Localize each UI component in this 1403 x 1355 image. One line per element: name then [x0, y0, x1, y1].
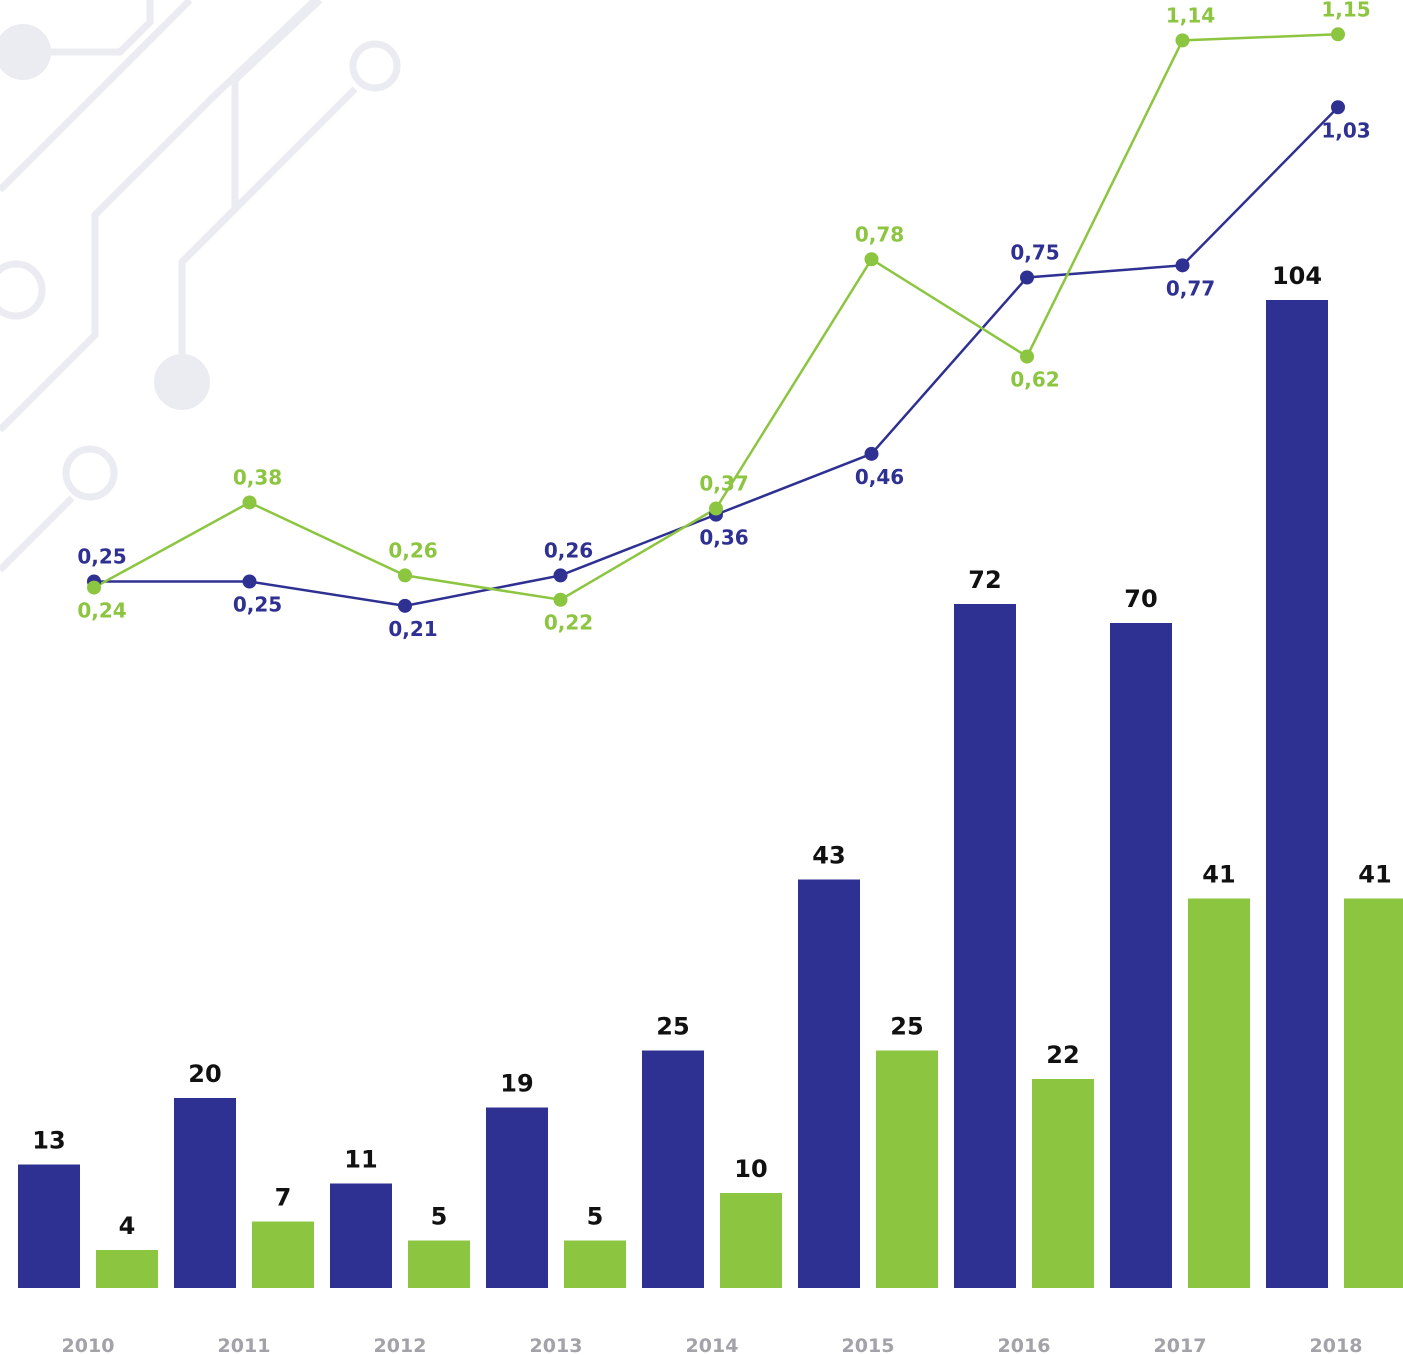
x-axis-tick-label: 2017 [1154, 1335, 1207, 1355]
bar-value-label: 41 [1202, 861, 1235, 889]
point-green-2010 [87, 580, 101, 595]
point-value-label: 1,15 [1321, 0, 1370, 21]
bar-green-2010 [96, 1250, 158, 1288]
bar-value-label: 25 [890, 1013, 923, 1041]
bar-blue-2015 [798, 879, 860, 1288]
x-axis-labels: 2010 2011 2012 2013 2014 2015 2016 2017 2018 [62, 1335, 1363, 1355]
bar-value-label: 70 [1124, 585, 1157, 613]
circuit-node [154, 354, 210, 410]
bar-green-2017 [1188, 898, 1250, 1288]
x-axis-tick-label: 2018 [1310, 1335, 1363, 1355]
point-green-2015 [864, 252, 879, 267]
bar-value-label: 5 [431, 1203, 448, 1231]
point-blue-2016 [1020, 270, 1034, 285]
circuit-ring [62, 445, 118, 501]
point-green-2014 [709, 501, 723, 516]
point-value-label: 0,46 [855, 465, 904, 489]
bar-value-label: 13 [32, 1127, 65, 1155]
point-blue-2015 [864, 446, 879, 461]
bar-blue-2010 [18, 1164, 80, 1288]
point-value-label: 0,75 [1010, 241, 1059, 265]
point-blue-2017 [1175, 258, 1190, 273]
point-value-label: 0,25 [77, 545, 126, 569]
x-axis-tick-label: 2014 [686, 1335, 739, 1355]
bar-value-label: 4 [119, 1212, 136, 1240]
x-axis-tick-label: 2011 [218, 1335, 271, 1355]
bar-value-label: 5 [587, 1203, 604, 1231]
bar-value-label: 19 [500, 1070, 533, 1098]
point-value-label: 0,26 [544, 538, 593, 562]
point-labels-layer: 0,25 0,25 0,21 0,26 0,36 0,46 0,75 0,77 1,03 0,24… [77, 0, 1370, 641]
bar-value-label: 7 [275, 1184, 292, 1212]
bar-value-label: 20 [188, 1060, 221, 1088]
bar-value-label: 10 [734, 1155, 767, 1183]
bar-value-label: 43 [812, 842, 845, 870]
bar-blue-2011 [174, 1098, 236, 1288]
x-axis-tick-label: 2010 [62, 1335, 115, 1355]
point-value-label: 0,62 [1010, 368, 1059, 392]
circuit-trace [0, 495, 75, 573]
bar-blue-2014 [642, 1050, 704, 1288]
point-green-2018 [1331, 27, 1345, 42]
point-green-2013 [553, 592, 568, 607]
bar-blue-2012 [330, 1183, 392, 1288]
point-green-2016 [1020, 349, 1034, 364]
point-value-label: 0,21 [388, 617, 437, 641]
circuit-decoration [0, 0, 401, 573]
point-blue-2013 [553, 568, 568, 583]
bar-value-label: 104 [1272, 262, 1322, 290]
point-value-label: 0,26 [388, 538, 437, 562]
point-value-label: 0,38 [233, 465, 282, 489]
point-value-label: 0,24 [77, 599, 126, 623]
bar-green-2012 [408, 1240, 470, 1288]
point-blue-2018 [1331, 100, 1345, 115]
bar-green-2011 [252, 1221, 314, 1288]
bar-value-label: 72 [968, 566, 1001, 594]
circuit-trace [30, 0, 154, 56]
point-green-2017 [1175, 33, 1190, 48]
circuit-node [0, 24, 51, 80]
bar-blue-2018 [1266, 300, 1328, 1288]
point-value-label: 0,22 [544, 611, 593, 635]
point-green-2011 [242, 495, 257, 510]
x-axis-tick-label: 2012 [374, 1335, 427, 1355]
point-value-label: 1,03 [1321, 118, 1370, 142]
circuit-ring [0, 260, 46, 320]
points-layer [87, 27, 1345, 613]
point-value-label: 0,36 [699, 526, 748, 550]
bar-green-2018 [1344, 898, 1403, 1288]
circuit-trace [179, 86, 358, 265]
bar-value-label: 25 [656, 1013, 689, 1041]
bar-value-label: 41 [1358, 861, 1391, 889]
point-value-label: 0,37 [699, 472, 748, 496]
bar-blue-2016 [954, 604, 1016, 1288]
bar-blue-2017 [1110, 623, 1172, 1288]
bar-green-2015 [876, 1050, 938, 1288]
bar-green-2013 [564, 1240, 626, 1288]
circuit-trace [0, 0, 193, 193]
point-value-label: 0,78 [855, 222, 904, 246]
point-blue-2012 [398, 598, 412, 613]
point-value-label: 0,25 [233, 593, 282, 617]
point-value-label: 1,14 [1166, 3, 1215, 27]
bar-value-label: 11 [344, 1146, 377, 1174]
x-axis-tick-label: 2016 [998, 1335, 1051, 1355]
x-axis-tick-label: 2013 [530, 1335, 583, 1355]
point-blue-2011 [242, 574, 257, 589]
bar-green-2016 [1032, 1079, 1094, 1288]
bar-blue-2013 [486, 1107, 548, 1288]
bar-value-label: 22 [1046, 1041, 1079, 1069]
bar-green-2014 [720, 1193, 782, 1288]
circuit-ring [349, 40, 401, 92]
x-axis-tick-label: 2015 [842, 1335, 895, 1355]
bar-labels-layer: 13 20 11 19 25 43 72 70 104 4 7 5 5 10 25 22 41 41 [32, 262, 1391, 1240]
bars-layer [18, 300, 1403, 1288]
point-value-label: 0,77 [1166, 276, 1215, 300]
point-green-2012 [398, 568, 412, 583]
